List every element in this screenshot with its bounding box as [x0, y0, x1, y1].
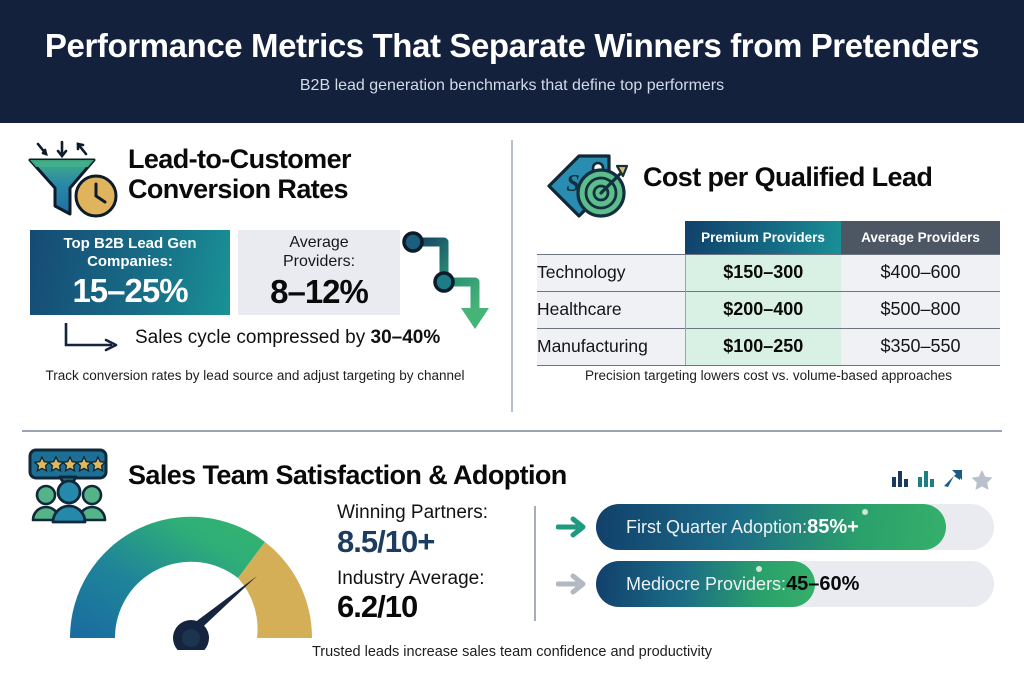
adoption-bars: First Quarter Adoption: 85%+ Mediocre Pr…: [555, 504, 996, 624]
adoption-bar-row: Mediocre Providers: 45–60%: [555, 561, 996, 607]
stepped-down-arrow-icon: [397, 226, 502, 336]
arrow-up-right-icon: [944, 470, 962, 487]
sales-cycle-prefix: Sales cycle compressed by: [135, 327, 371, 348]
score-value: 8.5/10+: [337, 523, 435, 559]
top-companies-label: Top B2B Lead Gen Companies:: [63, 235, 196, 270]
table-cell-category: Technology: [537, 253, 685, 291]
cost-table: Premium Providers Average Providers Tech…: [537, 221, 1000, 366]
adoption-bar-fill: [596, 561, 815, 607]
cost-caption: Precision targeting lowers cost vs. volu…: [585, 368, 952, 383]
svg-text:S: S: [566, 171, 579, 197]
average-providers-label-line1: Average: [289, 234, 349, 252]
conversion-caption: Track conversion rates by lead source an…: [45, 368, 465, 383]
average-providers-card: Average Providers: 8–12%: [238, 230, 400, 315]
people-five-stars-icon: [24, 446, 116, 524]
adoption-bar-value: 45–60%: [786, 572, 860, 595]
satisfaction-caption: Trusted leads increase sales team confid…: [311, 644, 713, 660]
adoption-bar-row: First Quarter Adoption: 85%+: [555, 504, 996, 550]
top-companies-card: Top B2B Lead Gen Companies: 15–25%: [30, 230, 230, 315]
table-header-premium: Premium Providers: [685, 221, 841, 254]
adoption-bar-value: 85%+: [807, 515, 859, 538]
arrow-right-teal-icon: [555, 513, 586, 541]
star-icon: [971, 470, 993, 490]
top-companies-label-line1: Top B2B Lead Gen: [63, 235, 197, 253]
arrow-right-gray-icon: [555, 570, 586, 598]
table-cell-premium: $150–300: [684, 253, 841, 291]
table-cell-category: Manufacturing: [537, 327, 685, 366]
sales-cycle-text: Sales cycle compressed by 30–40%: [135, 327, 440, 349]
page-title: Performance Metrics That Separate Winner…: [44, 27, 980, 65]
conversion-cards: Top B2B Lead Gen Companies: 15–25% Avera…: [30, 230, 480, 315]
conversion-header: Lead-to-Customer Conversion Rates: [24, 138, 484, 223]
average-providers-label: Average Providers:: [283, 234, 355, 272]
bars-divider: [534, 506, 536, 621]
score-value: 6.2/10: [337, 589, 418, 625]
vertical-divider: [511, 140, 513, 412]
table-cell-premium: $200–400: [684, 290, 841, 328]
adoption-bar-text: First Quarter Adoption: 85%+: [596, 504, 994, 550]
average-providers-value: 8–12%: [270, 272, 369, 310]
satisfaction-gauge: [60, 502, 322, 656]
table-cell-premium: $100–250: [684, 327, 841, 366]
bar-chart-icon: [918, 471, 934, 487]
sales-cycle-highlight: 30–40%: [370, 327, 441, 348]
conversion-title-line1: Lead-to-Customer: [128, 144, 352, 174]
conversion-title: Lead-to-Customer Conversion Rates: [128, 144, 458, 204]
bar-chart-icon: [892, 471, 908, 487]
satisfaction-panel: Sales Team Satisfaction & Adoption: [0, 432, 1024, 687]
page-header: Performance Metrics That Separate Winner…: [0, 0, 1024, 123]
satisfaction-title: Sales Team Satisfaction & Adoption: [128, 460, 567, 490]
adoption-bar-track: First Quarter Adoption: 85%+: [596, 504, 994, 550]
table-row: Healthcare $200–400 $500–800: [537, 290, 1000, 328]
adoption-bar-label: First Quarter Adoption:: [626, 516, 808, 537]
table-cell-average: $400–600: [841, 253, 1000, 291]
average-providers-label-line2: Providers:: [282, 253, 356, 270]
funnel-clock-icon: [24, 140, 122, 222]
score-list: Winning Partners: 8.5/10+ Industry Avera…: [337, 502, 527, 625]
conversion-panel: Lead-to-Customer Conversion Rates Top B2…: [0, 130, 511, 430]
table-cell-category: Healthcare: [537, 290, 685, 328]
table-header-average: Average Providers: [841, 221, 1000, 254]
score-label: Industry Average:: [337, 567, 485, 589]
score-label: Winning Partners:: [337, 502, 489, 523]
table-row: Manufacturing $100–250 $350–550: [537, 327, 1000, 366]
price-tag-target-icon: S: [539, 144, 631, 222]
top-companies-label-line2: Companies:: [87, 253, 173, 270]
cost-panel: S Cost per Qualified Lead Premium Provid…: [511, 130, 1024, 430]
adoption-bar-label: Mediocre Providers:: [626, 573, 787, 594]
cost-title: Cost per Qualified Lead: [643, 162, 933, 192]
table-header-row: Premium Providers Average Providers: [537, 221, 1000, 254]
horizontal-divider: [22, 430, 1002, 432]
conversion-title-line2: Conversion Rates: [128, 174, 349, 205]
adoption-bar-text: Mediocre Providers: 45–60%: [596, 561, 994, 607]
adoption-bar-fill: [596, 504, 947, 550]
page-subtitle: B2B lead generation benchmarks that defi…: [299, 76, 725, 94]
table-header-blank: [537, 221, 685, 254]
table-cell-average: $350–550: [841, 327, 1000, 366]
sales-cycle-callout: Sales cycle compressed by 30–40%: [60, 323, 490, 357]
table-cell-average: $500–800: [841, 290, 1000, 328]
top-companies-value: 15–25%: [72, 271, 188, 309]
adoption-bar-track: Mediocre Providers: 45–60%: [596, 561, 994, 607]
mini-icon-group: [890, 466, 1002, 492]
table-row: Technology $150–300 $400–600: [537, 253, 1000, 291]
